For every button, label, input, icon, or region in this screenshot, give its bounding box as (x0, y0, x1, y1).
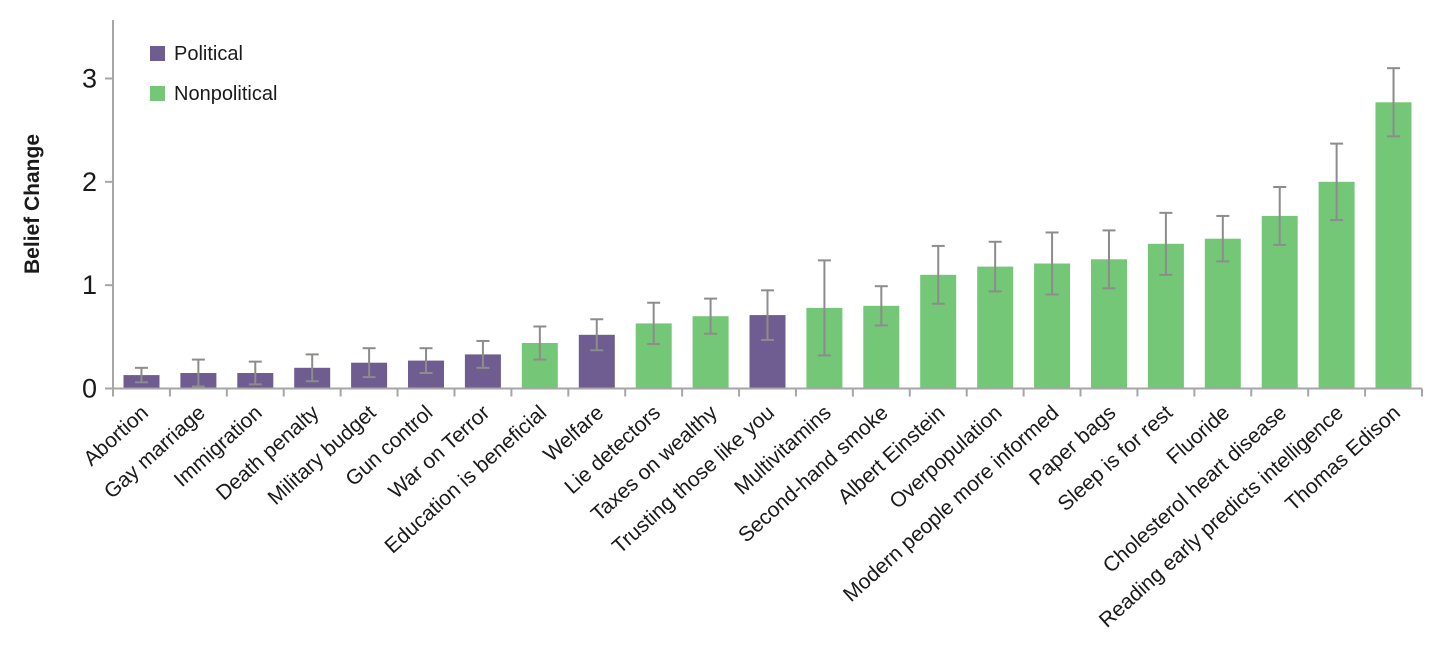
y-tick-label-3: 3 (82, 64, 97, 94)
bar-thomas-edison (1375, 102, 1412, 389)
legend-label-nonpolitical: Nonpolitical (174, 83, 277, 105)
y-tick-label-0: 0 (82, 374, 97, 404)
legend-swatch-political (150, 46, 165, 61)
legend-swatch-nonpolitical (150, 86, 165, 101)
y-tick-label-1: 1 (82, 270, 97, 300)
y-tick-label-2: 2 (82, 167, 97, 197)
y-axis-title: Belief Change (21, 133, 44, 275)
bar-fluoride (1204, 238, 1241, 389)
legend-label-political: Political (174, 43, 243, 65)
